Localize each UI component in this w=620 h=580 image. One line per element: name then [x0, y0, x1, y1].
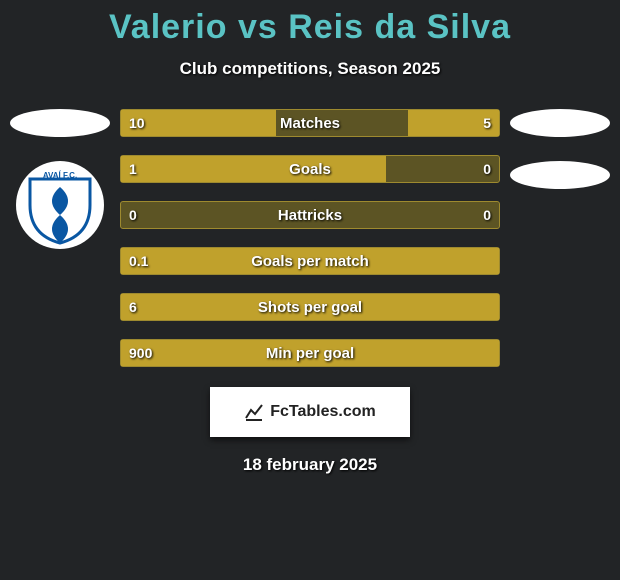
stat-val-right: 0 [475, 202, 499, 228]
stat-val-right [483, 294, 499, 320]
chart-icon [244, 402, 264, 422]
stat-bar-left [121, 340, 499, 366]
right-team-ellipse-1 [510, 109, 610, 137]
stat-val-right: 0 [475, 156, 499, 182]
stat-row: 6 Shots per goal [120, 293, 500, 321]
stat-val-left: 6 [121, 294, 145, 320]
stat-row: 1 0 Goals [120, 155, 500, 183]
comparison-panel: AVAÍ F.C. 10 5 Matches 1 0 Goals 0 0 Hat… [0, 109, 620, 367]
club-crest-icon: AVAÍ F.C. [20, 165, 100, 245]
stat-val-right [483, 248, 499, 274]
stat-row: 900 Min per goal [120, 339, 500, 367]
stat-val-left: 1 [121, 156, 145, 182]
left-team-ellipse [10, 109, 110, 137]
stat-row: 10 5 Matches [120, 109, 500, 137]
stat-val-right: 5 [475, 110, 499, 136]
page-title: Valerio vs Reis da Silva [0, 0, 620, 47]
stats-bars: 10 5 Matches 1 0 Goals 0 0 Hattricks 0.1… [120, 109, 500, 367]
stat-val-left: 900 [121, 340, 160, 366]
left-team-col: AVAÍ F.C. [0, 109, 120, 367]
stat-val-right [483, 340, 499, 366]
stat-bar-left [121, 248, 499, 274]
stat-val-left: 10 [121, 110, 153, 136]
date-text: 18 february 2025 [0, 455, 620, 475]
stat-bar-left [121, 156, 386, 182]
stat-val-left: 0.1 [121, 248, 156, 274]
left-team-logo: AVAÍ F.C. [16, 161, 104, 249]
club-label: AVAÍ F.C. [43, 171, 77, 180]
right-team-col [500, 109, 620, 367]
stat-label: Hattricks [121, 202, 499, 228]
stat-row: 0 0 Hattricks [120, 201, 500, 229]
stat-val-left: 0 [121, 202, 145, 228]
subtitle: Club competitions, Season 2025 [0, 59, 620, 79]
stat-bar-left [121, 294, 499, 320]
right-team-ellipse-2 [510, 161, 610, 189]
stat-row: 0.1 Goals per match [120, 247, 500, 275]
attribution-badge: FcTables.com [210, 387, 410, 437]
attribution-text: FcTables.com [270, 403, 376, 421]
